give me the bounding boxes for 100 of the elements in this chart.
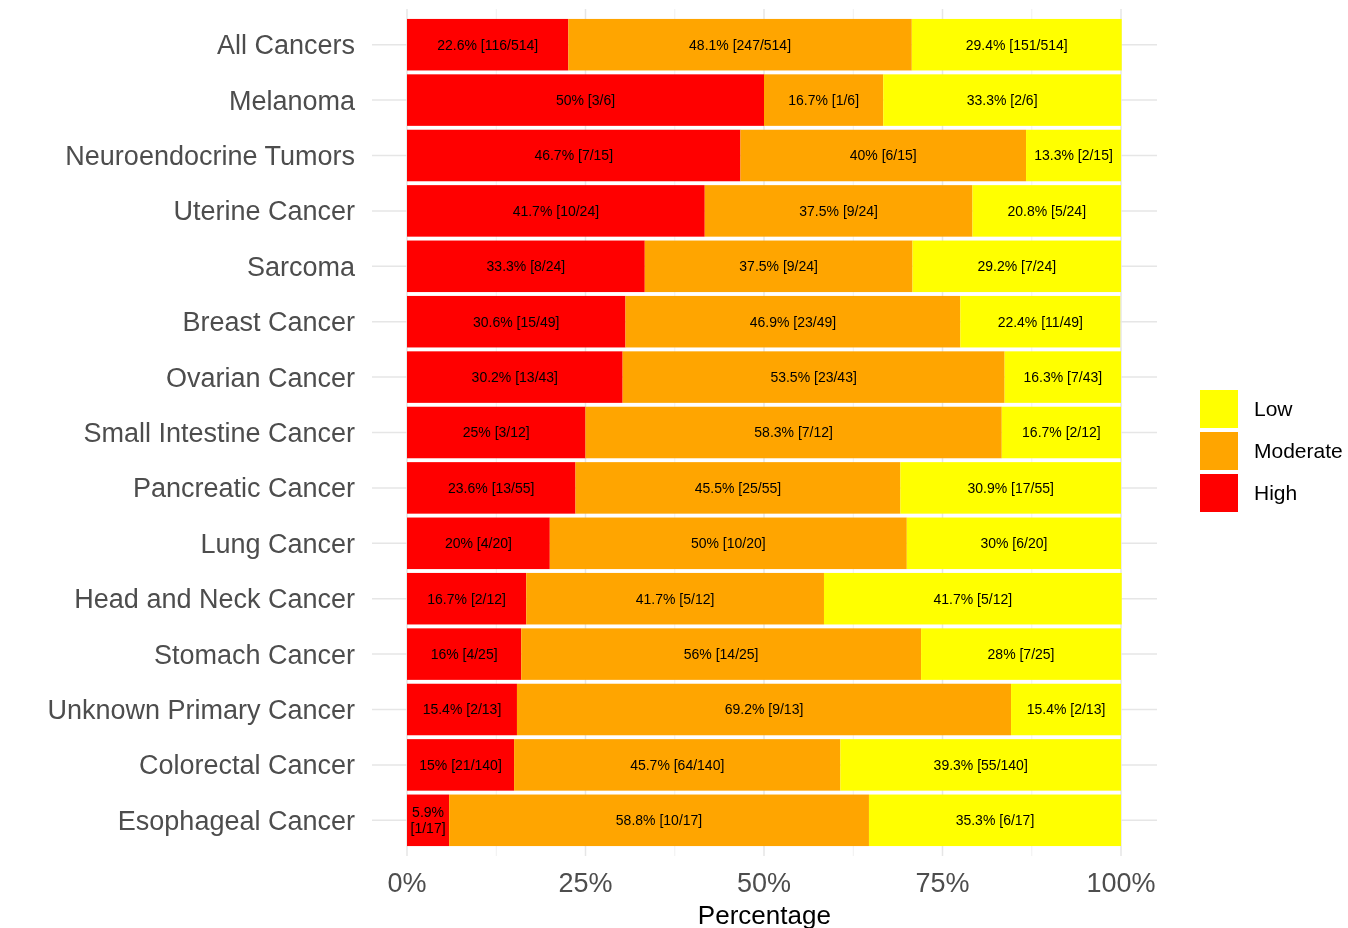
bar: [407, 18, 569, 71]
data-label: 40% [6/15]: [849, 147, 917, 164]
y-tick-label: Esophageal Cancer: [117, 805, 355, 836]
y-tick-label: Pancreatic Cancer: [132, 473, 355, 504]
data-label: 30.9% [17/55]: [967, 479, 1054, 496]
y-tick-label: Ovarian Cancer: [165, 362, 355, 393]
bar: [407, 129, 741, 182]
bar: [407, 628, 522, 680]
bar: [407, 572, 527, 625]
data-label: 33.3% [2/6]: [966, 92, 1038, 108]
data-label: 22.6% [116/514]: [437, 36, 539, 53]
bar: [906, 517, 1121, 570]
y-tick-label: Unknown Primary Cancer: [47, 694, 355, 725]
data-label: 53.5% [23/43]: [770, 369, 857, 385]
y-tick-label: Uterine Cancer: [173, 196, 356, 227]
bar: [972, 185, 1121, 237]
y-tick-label: Stomach Cancer: [153, 639, 355, 670]
bar: [514, 739, 841, 791]
y-tick-label: Breast Cancer: [182, 307, 355, 338]
bar: [622, 351, 1005, 403]
bar: [549, 517, 907, 570]
data-label: 46.9% [23/49]: [749, 313, 837, 330]
data-label: 35.3% [6/17]: [955, 812, 1035, 829]
bar: [1026, 129, 1121, 182]
y-tick-label: Small Intestine Cancer: [83, 417, 356, 448]
data-label: 16.7% [1/6]: [788, 92, 860, 108]
data-label: 28% [7/25]: [987, 646, 1055, 662]
x-tick-label: 50%: [736, 868, 792, 898]
data-label: 16.7% [2/12]: [1022, 424, 1101, 441]
bar: [625, 295, 961, 348]
bar: [526, 572, 824, 625]
data-label: 56% [14/25]: [683, 646, 759, 662]
legend-label: Moderate: [1254, 439, 1343, 463]
x-tick-label: 100%: [1086, 868, 1156, 898]
data-label: 20% [4/20]: [444, 535, 512, 552]
y-tick-label: Colorectal Cancer: [138, 750, 356, 781]
bar: [840, 739, 1121, 791]
bar: [1001, 406, 1121, 459]
data-label: 48.1% [247/514]: [689, 36, 792, 53]
bar: [868, 794, 1121, 847]
bar: [575, 462, 901, 514]
data-label: 30.2% [13/43]: [471, 369, 559, 385]
data-label: 15.4% [2/13]: [422, 701, 502, 718]
data-label: 45.5% [25/55]: [694, 479, 782, 496]
bar: [911, 18, 1122, 71]
bar: [1011, 683, 1121, 736]
y-tick-label: Sarcoma: [246, 251, 356, 282]
data-label: 25% [3/12]: [462, 424, 530, 441]
data-label: 45.7% [64/140]: [630, 756, 725, 773]
y-tick-label: Neuroendocrine Tumors: [65, 140, 355, 171]
data-label: 37.5% [9/24]: [739, 258, 818, 275]
data-label: 16.7% [2/12]: [427, 590, 506, 607]
data-label: 5.9% [1/17]: [410, 803, 446, 836]
data-label: 58.3% [7/12]: [754, 424, 833, 441]
data-label: 23.6% [13/55]: [448, 479, 535, 496]
data-label: 41.7% [5/12]: [933, 590, 1013, 607]
data-label: 46.7% [7/15]: [534, 147, 614, 164]
data-label: 29.2% [7/24]: [977, 258, 1057, 275]
data-label: 20.8% [5/24]: [1007, 202, 1087, 219]
data-label: 58.8% [10/17]: [615, 812, 703, 829]
data-label: 50% [3/6]: [555, 92, 616, 108]
data-label: 30.6% [15/49]: [473, 313, 560, 330]
bar: [407, 517, 550, 570]
data-label: 15.4% [2/13]: [1026, 701, 1106, 718]
bar: [823, 572, 1122, 625]
bar: [921, 628, 1121, 680]
data-label: 15% [21/140]: [419, 756, 502, 773]
data-label: 50% [10/20]: [690, 535, 766, 552]
bar: [704, 185, 973, 237]
bar: [407, 462, 576, 514]
data-label: 29.4% [151/514]: [965, 36, 1068, 53]
bar: [407, 739, 515, 791]
bar: [585, 406, 1002, 459]
data-label: 41.7% [5/12]: [635, 590, 715, 607]
bar: [644, 240, 913, 293]
data-label: 16% [4/25]: [430, 646, 498, 662]
data-label: 69.2% [9/13]: [724, 701, 804, 718]
bar: [568, 18, 912, 71]
bar: [521, 628, 922, 680]
bar: [912, 240, 1121, 293]
x-tick-label: 0%: [387, 868, 427, 898]
bar: [449, 794, 869, 847]
data-label: 37.5% [9/24]: [799, 202, 878, 219]
legend-label: High: [1254, 481, 1298, 505]
bar: [407, 240, 645, 293]
bar: [407, 683, 517, 736]
bar: [516, 683, 1012, 736]
data-label: 22.4% [11/49]: [997, 313, 1084, 330]
data-label: 39.3% [55/140]: [933, 756, 1028, 773]
bar: [407, 74, 764, 126]
x-tick-label: 25%: [558, 868, 613, 898]
bar: [740, 129, 1027, 182]
x-tick-label: 75%: [915, 868, 970, 898]
bar: [407, 295, 626, 348]
data-label: 30% [6/20]: [980, 535, 1048, 552]
data-label: 13.3% [2/15]: [1034, 147, 1113, 164]
bar: [407, 185, 705, 237]
data-label: 33.3% [8/24]: [486, 258, 566, 275]
bar: [764, 74, 884, 126]
data-label: 16.3% [7/43]: [1023, 369, 1103, 385]
